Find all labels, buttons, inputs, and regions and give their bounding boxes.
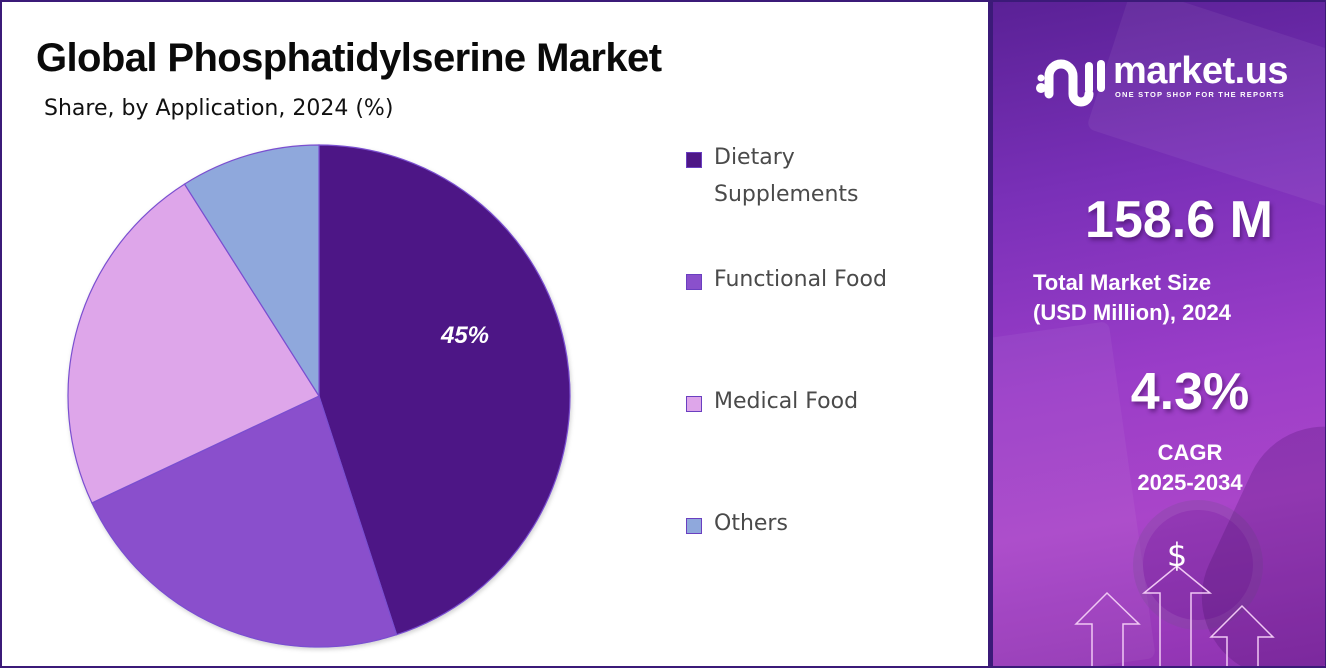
legend-label-line1: Dietary	[714, 145, 795, 170]
pie-slice-medical-food[interactable]	[67, 183, 320, 504]
market-us-logo[interactable]: market.us ONE STOP SHOP FOR THE REPORTS	[1033, 50, 1313, 114]
legend-swatch-icon	[686, 274, 702, 290]
chart-subtitle: Share, by Application, 2024 (%)	[44, 96, 394, 121]
pie-slice-dietary-supplements[interactable]	[318, 144, 571, 636]
growth-arrows-icon: $	[1074, 536, 1275, 666]
legend-swatch-icon	[686, 152, 702, 168]
cagr-label-line1: CAGR	[1157, 440, 1223, 465]
market-size-label-line2: (USD Million), 2024	[1033, 300, 1232, 325]
legend-label-line2: Supplements	[714, 182, 859, 207]
legend-swatch-icon	[686, 396, 702, 412]
legend-swatch-icon	[686, 518, 702, 534]
pie-slice-functional-food[interactable]	[91, 395, 398, 648]
chart-title: Global Phosphatidylserine Market	[36, 36, 662, 80]
chart-panel: Global Phosphatidylserine Market Share, …	[0, 0, 990, 668]
background-cup-shape	[1133, 500, 1263, 630]
legend-label: Others	[714, 511, 788, 536]
logo-tagline: ONE STOP SHOP FOR THE REPORTS	[1115, 90, 1285, 99]
legend-label: Medical Food	[714, 389, 859, 414]
pie-label-dietary-supplements: 45%	[440, 322, 489, 349]
cagr-value: 4.3%	[1130, 363, 1250, 421]
dollar-icon: $	[1167, 536, 1187, 574]
cagr-label-line2: 2025-2034	[1137, 470, 1243, 495]
pie-chart: 45%	[67, 144, 571, 648]
logo-text: market.us	[1113, 50, 1289, 92]
pie-slice-others[interactable]	[183, 144, 320, 399]
summary-panel: market.us ONE STOP SHOP FOR THE REPORTS …	[990, 0, 1326, 668]
legend-label: Dietary Supplements	[714, 139, 858, 213]
market-us-logo-icon	[1036, 59, 1105, 107]
market-size-value: 158.6 M	[1085, 191, 1273, 249]
legend-label: Functional Food	[714, 267, 887, 292]
market-size-label-line1: Total Market Size	[1033, 270, 1212, 295]
